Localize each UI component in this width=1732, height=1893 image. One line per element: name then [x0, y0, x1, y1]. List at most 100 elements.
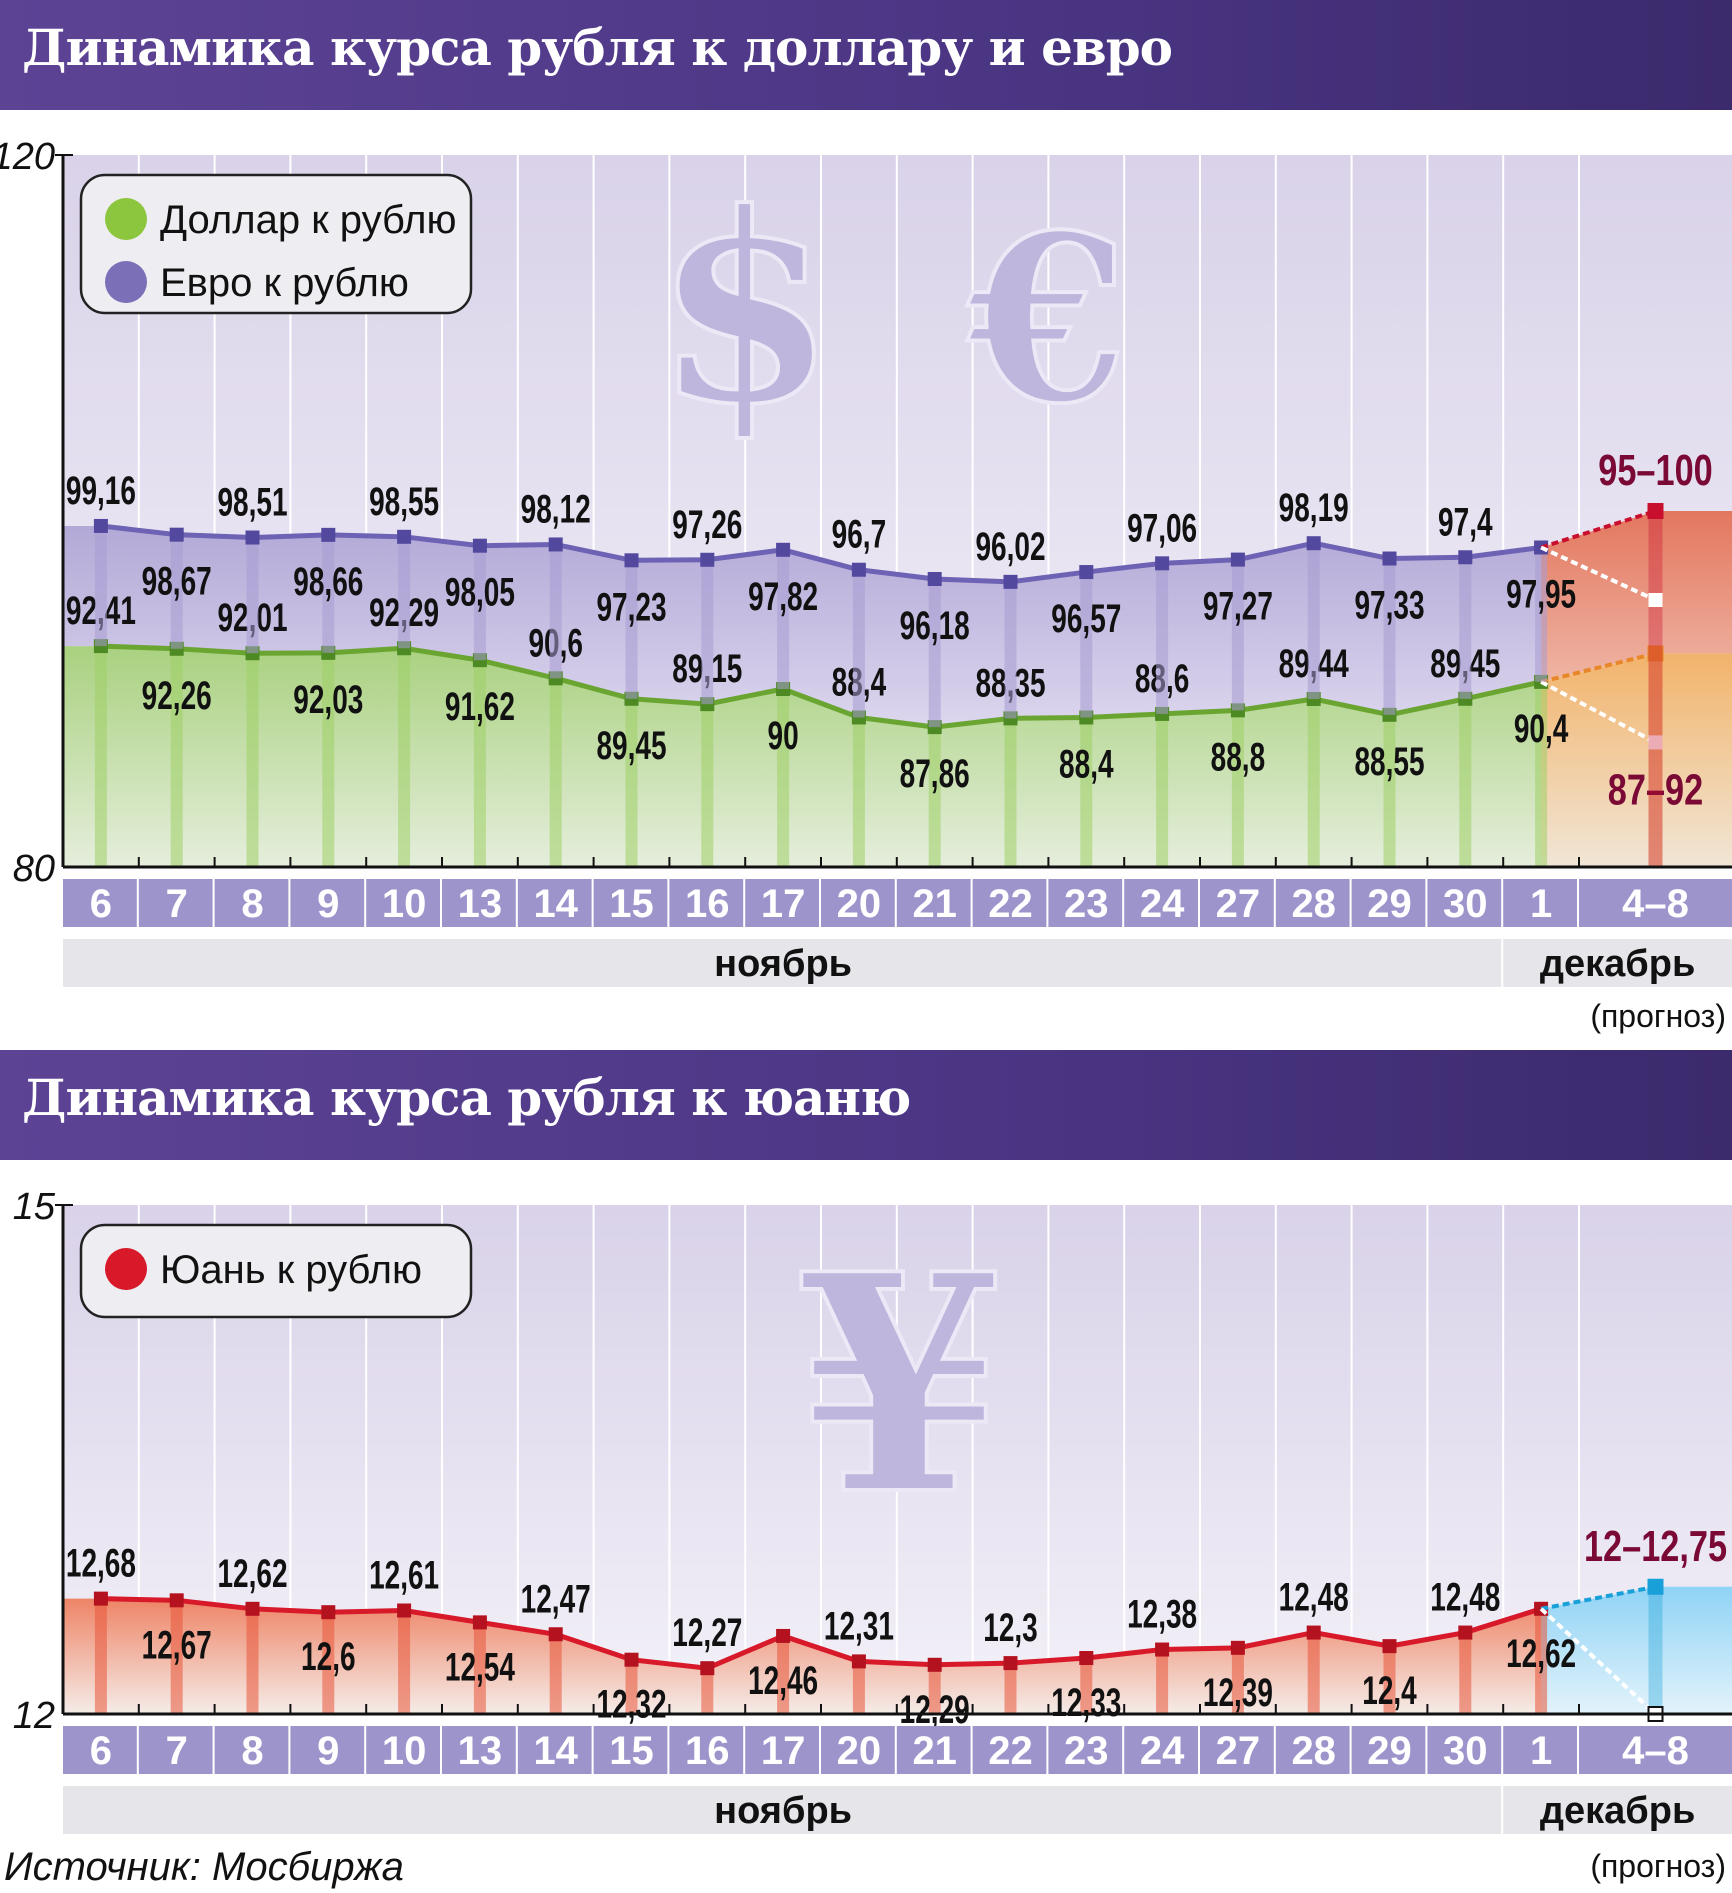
value-bar	[1307, 1632, 1320, 1714]
euro-label-group: 97,06	[1127, 507, 1197, 551]
date-label: 4–8	[1622, 882, 1689, 926]
date-cell	[745, 879, 819, 927]
value-bar	[94, 646, 107, 867]
date-cell	[1427, 1726, 1502, 1774]
date-label: 30	[1443, 882, 1488, 926]
value-bar	[1459, 698, 1472, 867]
euro-value-label: 97,33	[1354, 584, 1424, 628]
dollar-value-label: 90	[768, 714, 799, 758]
legend-label: Юань к рублю	[160, 1248, 422, 1292]
date-label: 8	[241, 1729, 263, 1773]
yuan-label-group: 12,38	[1127, 1593, 1197, 1637]
dollar-value-label: 87,86	[900, 752, 970, 796]
forecast-label-group: 95–100	[1598, 446, 1712, 495]
euro-area	[63, 525, 1542, 728]
value-bar	[1459, 1632, 1472, 1714]
euro-value-label: 98,19	[1279, 486, 1349, 530]
yuan-label-group: 12,39	[1203, 1671, 1273, 1715]
yuan-value-label: 12,27	[672, 1611, 742, 1655]
date-label: 13	[458, 882, 503, 926]
yuan-line	[100, 1596, 1542, 1671]
euro-forecast-low-line	[1540, 545, 1657, 602]
date-cell	[1427, 879, 1502, 927]
yuan-label-group: 12,48	[1279, 1576, 1349, 1620]
dollar-value-label: 91,62	[445, 685, 515, 729]
euro-point	[1155, 556, 1170, 571]
yuan-label-group: 12,31	[824, 1605, 894, 1649]
forecast-bar	[1648, 653, 1663, 867]
yuan-value-label: 12,29	[900, 1688, 970, 1732]
date-label: 22	[988, 1729, 1033, 1773]
date-cell	[366, 879, 440, 927]
yuan-point	[1230, 1640, 1245, 1655]
euro-value-label: 99,16	[66, 469, 136, 513]
date-cell	[138, 879, 213, 927]
value-bar	[1004, 718, 1017, 867]
euro-point	[624, 553, 639, 568]
yuan-point	[776, 1628, 791, 1643]
date-label: 9	[317, 1729, 339, 1773]
yuan-point	[93, 1591, 108, 1606]
euro-point	[548, 537, 563, 552]
euro-value-label: 98,66	[293, 560, 363, 604]
date-cell	[972, 879, 1047, 927]
date-label: 22	[988, 882, 1033, 926]
month-cell	[1503, 1786, 1732, 1834]
date-cell	[1200, 879, 1274, 927]
dollar-label-group: 89,45	[596, 724, 666, 768]
yuan-label-group: 12,33	[1051, 1681, 1121, 1725]
euro-point	[1306, 536, 1321, 551]
value-bar	[170, 1600, 183, 1714]
date-cell	[745, 1726, 819, 1774]
euro-label-group: 97,33	[1354, 584, 1424, 628]
euro-value-label: 98,51	[217, 481, 287, 525]
yuan-value-label: 12,48	[1279, 1576, 1349, 1620]
euro-value-label: 96,57	[1051, 597, 1121, 641]
month-label: декабрь	[1540, 1790, 1695, 1832]
yuan-value-label: 12,47	[521, 1577, 591, 1621]
value-bar	[473, 545, 486, 661]
header-bottom: Динамика курса рубля к юаню	[0, 1050, 1732, 1160]
yuan-value-label: 12,31	[824, 1605, 894, 1649]
value-bar	[1231, 710, 1244, 867]
euro-label-group: 96,02	[975, 525, 1045, 569]
euro-value-label: 97,06	[1127, 507, 1197, 551]
source-note: Источник: Мосбиржа	[4, 1845, 404, 1889]
value-bar	[398, 648, 411, 867]
dollar-forecast-label: 87–92	[1608, 765, 1703, 814]
legend-swatch	[105, 198, 147, 240]
yuan-label-group: 12,32	[596, 1683, 666, 1727]
date-label: 15	[609, 882, 654, 926]
value-bar	[1535, 681, 1548, 867]
euro-point	[776, 542, 791, 557]
dollar-value-label: 88,4	[1059, 743, 1114, 787]
yuan-label-group: 12,61	[369, 1554, 439, 1598]
chart-yuan: ¥12,6812,6712,6212,612,6112,5412,4712,32…	[13, 1186, 1732, 1834]
yuan-value-label: 12,32	[596, 1683, 666, 1727]
date-cell	[972, 1726, 1047, 1774]
date-cell	[517, 879, 592, 927]
dollar-value-label: 88,8	[1211, 736, 1265, 780]
yuan-point	[472, 1615, 487, 1630]
value-bar	[549, 678, 562, 867]
yuan-label-group: 12,6	[301, 1635, 355, 1679]
yuan-value-label: 12,33	[1051, 1681, 1121, 1725]
yuan-label-group: 12,47	[521, 1577, 591, 1621]
yuan-value-label: 12,3	[983, 1606, 1037, 1650]
euro-point	[169, 527, 184, 542]
euro-value-label: 96,18	[900, 604, 970, 648]
yuan-point	[1382, 1639, 1397, 1654]
date-label: 6	[90, 882, 112, 926]
date-cell	[896, 879, 971, 927]
date-label: 20	[837, 1729, 882, 1773]
month-cell	[1503, 939, 1732, 987]
value-bar	[473, 1622, 486, 1714]
date-cell	[63, 1726, 137, 1774]
yuan-label-group: 12,67	[142, 1624, 212, 1668]
date-label: 9	[317, 882, 339, 926]
date-label: 13	[458, 1729, 503, 1773]
value-bar	[1307, 698, 1320, 867]
yuan-point	[1458, 1625, 1473, 1640]
value-bar	[1004, 581, 1017, 719]
